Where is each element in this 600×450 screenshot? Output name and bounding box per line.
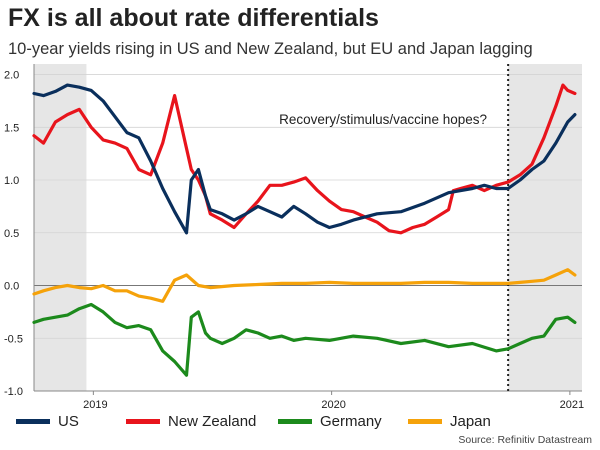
x-tick-label: 2021 — [560, 399, 584, 411]
source-note: Source: Refinitiv Datastream — [458, 434, 592, 446]
legend-item-japan: Japan — [408, 413, 491, 430]
legend-label-japan: Japan — [450, 413, 491, 430]
series-line-new-zealand — [32, 83, 577, 235]
legend-label-us: US — [58, 413, 79, 430]
y-tick-label: -1.0 — [4, 386, 23, 398]
legend-swatch-new-zealand — [126, 418, 160, 424]
series-line-us — [32, 83, 577, 235]
series-line-germany — [32, 302, 577, 377]
x-tick-label: 2019 — [83, 399, 107, 411]
legend-swatch-us — [16, 418, 50, 424]
y-tick-label: 0.0 — [4, 281, 19, 293]
chart-subtitle: 10-year yields rising in US and New Zeal… — [8, 40, 533, 58]
x-tick-label: 2020 — [321, 399, 345, 411]
legend-item-us: US — [16, 413, 79, 430]
annotation-text: Recovery/stimulus/vaccine hopes? — [279, 112, 487, 127]
y-tick-label: -0.5 — [4, 333, 23, 345]
y-tick-label: 1.5 — [4, 122, 19, 134]
legend-label-germany: Germany — [320, 413, 382, 430]
legend-label-new-zealand: New Zealand — [168, 413, 257, 430]
y-tick-label: 1.0 — [4, 175, 19, 187]
legend-item-new-zealand: New Zealand — [126, 413, 256, 430]
chart-title: FX is all about rate differentials — [8, 4, 379, 32]
series-line-japan — [32, 268, 577, 303]
y-tick-label: 2.0 — [4, 70, 19, 82]
shaded-range-0 — [34, 64, 87, 391]
legend-item-germany: Germany — [278, 413, 382, 430]
legend-swatch-germany — [278, 418, 312, 424]
legend-swatch-japan — [408, 418, 442, 424]
shaded-range-1 — [508, 64, 582, 391]
y-tick-label: 0.5 — [4, 228, 19, 240]
